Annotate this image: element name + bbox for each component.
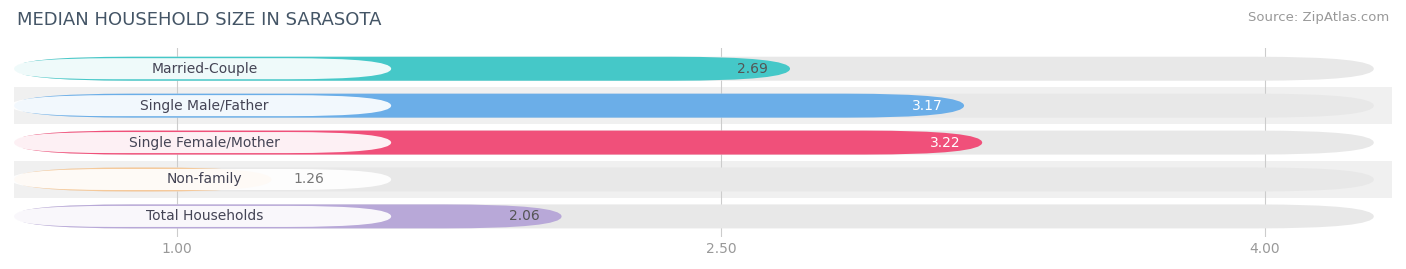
Text: 2.06: 2.06 (509, 209, 540, 224)
Text: 3.22: 3.22 (929, 136, 960, 150)
FancyBboxPatch shape (14, 168, 1374, 192)
FancyBboxPatch shape (14, 57, 790, 81)
FancyBboxPatch shape (14, 204, 561, 228)
Text: 3.17: 3.17 (911, 99, 942, 113)
FancyBboxPatch shape (14, 130, 1374, 155)
FancyBboxPatch shape (14, 94, 965, 118)
FancyBboxPatch shape (14, 94, 1374, 118)
FancyBboxPatch shape (14, 51, 1392, 87)
FancyBboxPatch shape (14, 57, 1374, 81)
FancyBboxPatch shape (14, 130, 983, 155)
Text: Married-Couple: Married-Couple (152, 62, 257, 76)
Text: Non-family: Non-family (167, 172, 242, 186)
Text: 1.26: 1.26 (294, 172, 325, 186)
FancyBboxPatch shape (10, 169, 391, 190)
Text: Single Female/Mother: Single Female/Mother (129, 136, 280, 150)
FancyBboxPatch shape (10, 58, 391, 79)
FancyBboxPatch shape (10, 206, 391, 227)
Text: 2.69: 2.69 (737, 62, 768, 76)
FancyBboxPatch shape (14, 124, 1392, 161)
Text: Single Male/Father: Single Male/Father (141, 99, 269, 113)
Text: Source: ZipAtlas.com: Source: ZipAtlas.com (1249, 11, 1389, 24)
FancyBboxPatch shape (10, 132, 391, 153)
FancyBboxPatch shape (14, 204, 1374, 228)
FancyBboxPatch shape (10, 95, 391, 116)
FancyBboxPatch shape (14, 87, 1392, 124)
Text: MEDIAN HOUSEHOLD SIZE IN SARASOTA: MEDIAN HOUSEHOLD SIZE IN SARASOTA (17, 11, 381, 29)
FancyBboxPatch shape (14, 168, 271, 192)
FancyBboxPatch shape (14, 161, 1392, 198)
FancyBboxPatch shape (14, 198, 1392, 235)
Text: Total Households: Total Households (146, 209, 263, 224)
